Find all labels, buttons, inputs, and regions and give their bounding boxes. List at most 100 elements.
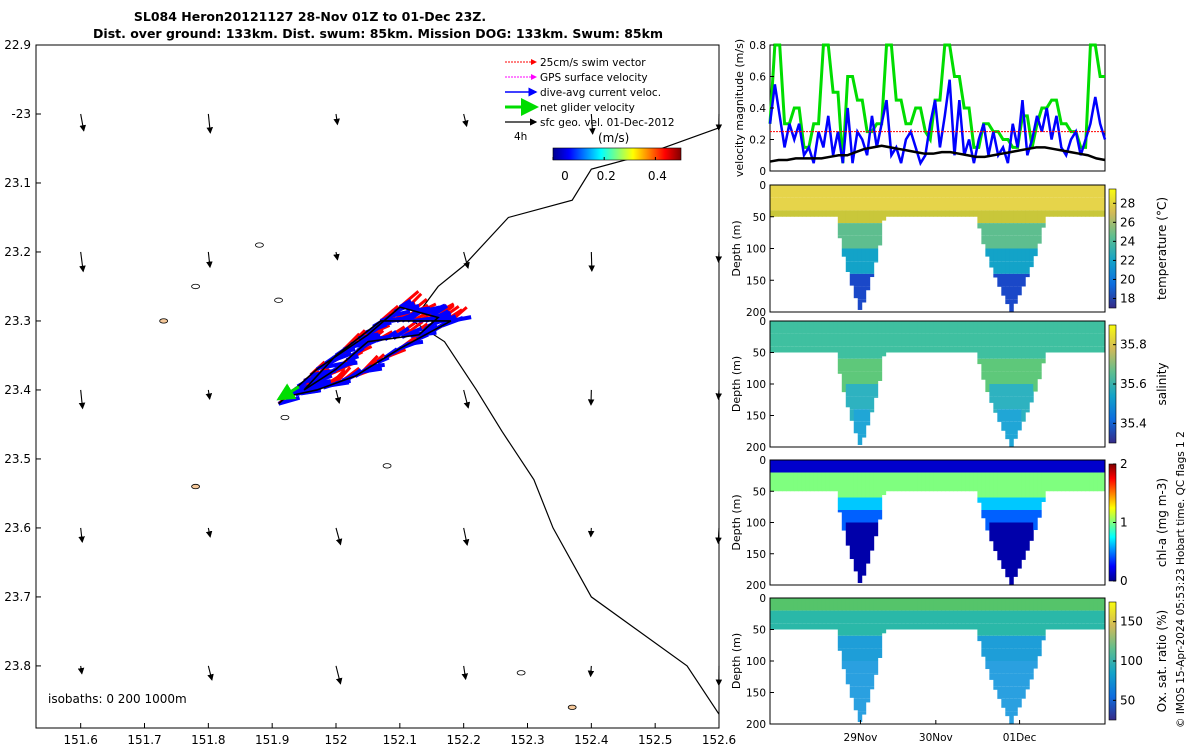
section-cell (1017, 699, 1021, 708)
section-cell (850, 334, 854, 347)
map-y-tick-label: 23.6 (4, 521, 31, 535)
section-cell (1013, 359, 1017, 372)
section-cell (794, 623, 798, 629)
section-cell (922, 598, 926, 611)
section-cell (985, 473, 989, 486)
section-cell (790, 346, 794, 352)
section-cell (1065, 185, 1069, 198)
section-cell (1001, 623, 1005, 636)
section-cell (1017, 648, 1021, 661)
section-cell (834, 623, 838, 629)
colorbar-tick-label: 26 (1120, 215, 1135, 229)
section-cell (1013, 334, 1017, 347)
section-cell (1025, 409, 1029, 412)
section-cell (1001, 422, 1005, 431)
section-cell (993, 409, 997, 413)
section-cell (993, 473, 997, 486)
section-cell (898, 623, 902, 629)
section-cell (798, 321, 802, 334)
section-cell (866, 648, 870, 661)
section-cell (1065, 473, 1069, 486)
section-cell (1061, 598, 1065, 611)
section-cell (842, 485, 846, 498)
map-x-tick-label: 151.6 (64, 733, 98, 747)
section-cell (993, 598, 997, 611)
section-cell (1081, 210, 1085, 216)
section-cell (997, 674, 1001, 687)
section-cell (898, 334, 902, 347)
section-cell (1081, 321, 1085, 334)
section-cell (1017, 249, 1021, 262)
section-cell (870, 473, 874, 486)
section-cell (886, 598, 890, 611)
section-cell (1009, 473, 1013, 486)
section-cell (1065, 321, 1069, 334)
section-cell (997, 661, 1001, 674)
section-cell (1001, 510, 1005, 523)
section-cell (858, 185, 862, 198)
section-cell (989, 185, 993, 198)
section-cell (858, 510, 862, 523)
section-cell (914, 473, 918, 486)
section-cell (1009, 699, 1013, 712)
colorbar-tick-label: 2 (1120, 457, 1128, 471)
section-cell (890, 473, 894, 486)
section-cell (850, 598, 854, 611)
section-cell (910, 334, 914, 347)
section-cell (910, 598, 914, 611)
section-cell (818, 598, 822, 611)
section-cell (969, 321, 973, 334)
section-cell (934, 210, 938, 216)
section-cell (969, 611, 973, 624)
depth-tick-label: 150 (746, 549, 766, 561)
section-cell (981, 346, 985, 359)
section-cell (862, 299, 866, 302)
section-cell (846, 661, 850, 674)
section-cell (894, 598, 898, 611)
section-cell (790, 460, 794, 473)
section-cell (822, 321, 826, 334)
section-cell (965, 485, 969, 491)
section-cell (977, 346, 981, 359)
section-cell (890, 611, 894, 624)
section-cell (1081, 185, 1085, 198)
section-cell (782, 198, 786, 211)
section-cell (949, 598, 953, 611)
section-cell (1061, 473, 1065, 486)
section-cell (1065, 210, 1069, 216)
section-cell (957, 210, 961, 216)
section-cell (1005, 473, 1009, 486)
section-cell (850, 686, 854, 698)
section-cell (1049, 485, 1053, 491)
section-cell (774, 210, 778, 216)
section-cell (842, 661, 846, 669)
section-cell (862, 711, 866, 714)
section-cell (846, 636, 850, 649)
section-cell (882, 473, 886, 486)
section-cell (870, 498, 874, 511)
section-cell (1005, 223, 1009, 236)
section-cell (1001, 249, 1005, 262)
section-cell (1025, 346, 1029, 359)
section-cell (850, 371, 854, 384)
section-cell (906, 473, 910, 486)
section-cell (846, 473, 850, 486)
section-cell (1057, 210, 1061, 216)
section-cell (1029, 510, 1033, 523)
section-cell (826, 334, 830, 347)
section-cell (770, 623, 774, 629)
section-cell (1097, 185, 1101, 198)
depth-tick-label: 50 (753, 625, 766, 637)
section-cell (894, 623, 898, 629)
section-cell (1069, 210, 1073, 216)
section-cell (1069, 185, 1073, 198)
section-cell (1093, 485, 1097, 491)
sfc-geo-vector (208, 390, 209, 399)
section-cell (1033, 648, 1037, 661)
section-cell (858, 198, 862, 211)
section-cell (965, 598, 969, 611)
section-cell (1013, 560, 1017, 573)
section-cell (818, 185, 822, 198)
section-cell (778, 185, 782, 198)
section-cell (862, 674, 866, 687)
